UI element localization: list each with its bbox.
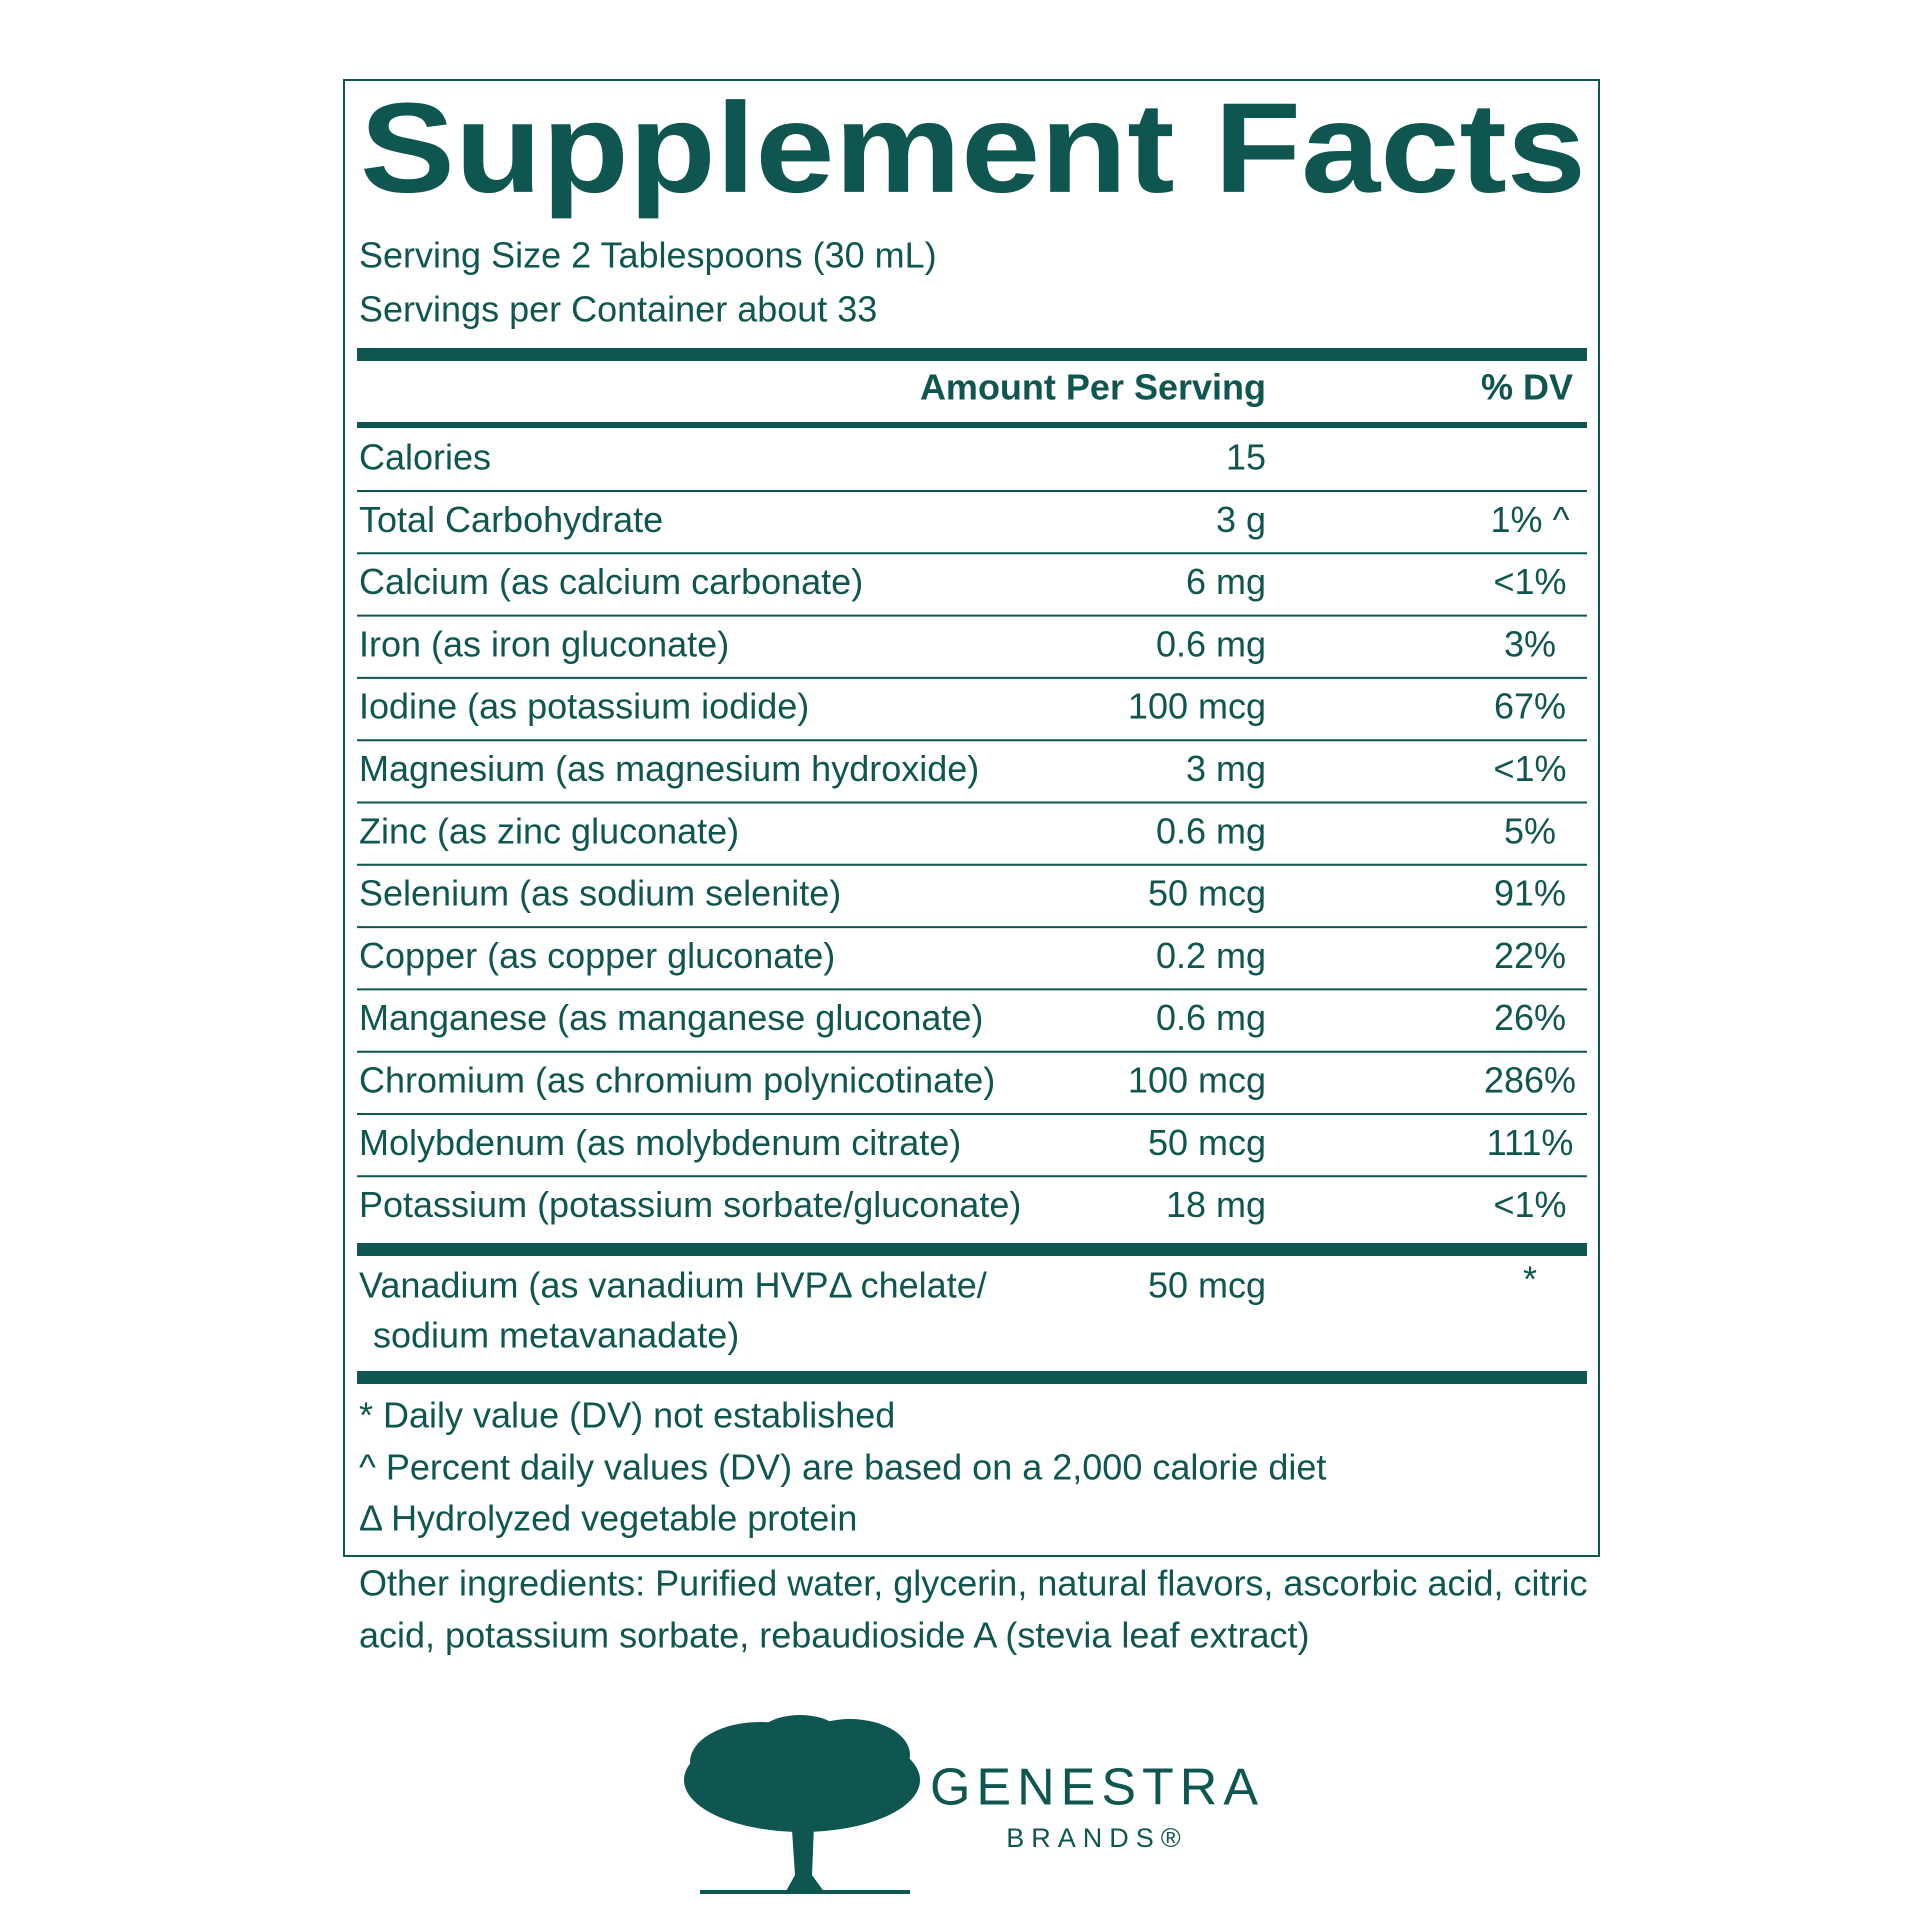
- other-ingredients: acid, potassium sorbate, rebaudioside A …: [359, 1615, 1310, 1656]
- brand-name: GENESTRA: [930, 1759, 1264, 1817]
- title: Supplement Facts: [360, 77, 1586, 220]
- nutrient-dv: 5%: [1504, 810, 1556, 851]
- nutrient-name: Potassium (potassium sorbate/gluconate): [359, 1184, 1021, 1225]
- amount-header: Amount Per Serving: [920, 367, 1266, 408]
- serving-size: Serving Size 2 Tablespoons (30 mL): [359, 235, 937, 276]
- nutrient-name: Calcium (as calcium carbonate): [359, 561, 863, 602]
- nutrient-amount: 100 mcg: [1128, 1060, 1266, 1101]
- nutrient-amount: 3 mg: [1186, 748, 1266, 789]
- thick-rule: [357, 1243, 1587, 1256]
- nutrient-dv: 3%: [1504, 623, 1556, 664]
- nutrient-amount: 0.6 mg: [1156, 623, 1266, 664]
- nutrient-name: Chromium (as chromium polynicotinate): [359, 1060, 995, 1101]
- nutrient-rows: Calories 15 Total Carbohydrate 3 g 1% ^ Calci…: [357, 437, 1587, 1225]
- servings-per-container: Servings per Container about 33: [359, 289, 877, 330]
- nutrient-name: Selenium (as sodium selenite): [359, 873, 841, 914]
- nutrient-name: Iodine (as potassium iodide): [359, 686, 809, 727]
- nutrient-dv: 111%: [1487, 1122, 1574, 1163]
- nutrient-name: Manganese (as manganese gluconate): [359, 997, 983, 1038]
- nutrient-amount: 18 mg: [1166, 1184, 1266, 1225]
- nutrient-name: Copper (as copper gluconate): [359, 935, 835, 976]
- footnote: * Daily value (DV) not established: [359, 1395, 895, 1436]
- nutrient-amount: 0.6 mg: [1156, 810, 1266, 851]
- nutrient-dv: 1% ^: [1491, 499, 1570, 540]
- nutrient-dv: <1%: [1493, 561, 1566, 602]
- nutrient-amount: 0.6 mg: [1156, 997, 1266, 1038]
- nutrient-dv: 26%: [1494, 997, 1566, 1038]
- nutrient-amount: 50 mcg: [1148, 1122, 1266, 1163]
- nutrient-amount: 0.2 mg: [1156, 935, 1266, 976]
- nutrient-amount: 100 mcg: [1128, 686, 1266, 727]
- nutrient-name: sodium metavanadate): [373, 1315, 739, 1356]
- nutrient-dv: 67%: [1494, 686, 1566, 727]
- label-border: [343, 79, 1600, 1557]
- nutrient-amount: 50 mcg: [1148, 1265, 1266, 1306]
- nutrient-amount: 15: [1226, 437, 1266, 478]
- nutrient-name: Total Carbohydrate: [359, 499, 663, 540]
- brand-logo-tree: [684, 1715, 920, 1894]
- nutrient-dv: *: [1523, 1259, 1537, 1300]
- nutrient-name: Magnesium (as magnesium hydroxide): [359, 748, 979, 789]
- nutrient-dv: <1%: [1493, 748, 1566, 789]
- nutrient-name: Iron (as iron gluconate): [359, 623, 729, 664]
- nutrient-dv: <1%: [1493, 1184, 1566, 1225]
- header-rule: [357, 422, 1587, 428]
- nutrient-amount: 3 g: [1216, 499, 1266, 540]
- nutrient-dv: 91%: [1494, 873, 1566, 914]
- nutrient-amount: 50 mcg: [1148, 873, 1266, 914]
- brand-sub: BRANDS®: [1006, 1823, 1187, 1853]
- nutrient-name: Zinc (as zinc gluconate): [359, 810, 739, 851]
- dv-header: % DV: [1481, 367, 1573, 408]
- footnote: ^ Percent daily values (DV) are based on…: [359, 1447, 1326, 1488]
- nutrient-name: Calories: [359, 437, 491, 478]
- nutrient-dv: 22%: [1494, 935, 1566, 976]
- thick-rule: [357, 348, 1587, 361]
- footnote: Δ Hydrolyzed vegetable protein: [359, 1498, 857, 1539]
- nutrient-dv: 286%: [1484, 1060, 1576, 1101]
- thick-rule: [357, 1371, 1587, 1384]
- nutrient-name: Molybdenum (as molybdenum citrate): [359, 1122, 961, 1163]
- other-ingredients: Other ingredients: Purified water, glyce…: [359, 1563, 1588, 1604]
- nutrient-name: Vanadium (as vanadium HVPΔ chelate/: [359, 1265, 987, 1306]
- nutrient-amount: 6 mg: [1186, 561, 1266, 602]
